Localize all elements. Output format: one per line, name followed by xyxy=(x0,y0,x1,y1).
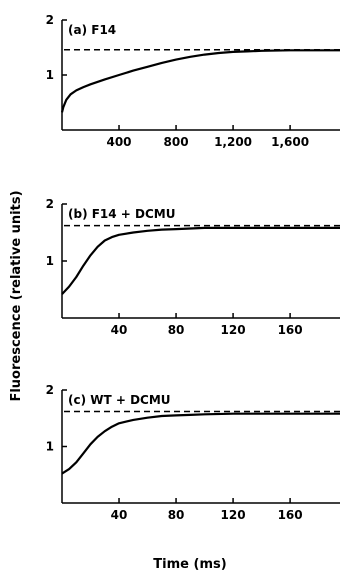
y-tick-label: 2 xyxy=(46,197,54,211)
x-tick-label: 800 xyxy=(164,135,189,149)
x-tick-label: 160 xyxy=(278,508,303,522)
panel-label: (a) F14 xyxy=(68,23,116,37)
x-axis-title: Time (ms) xyxy=(153,557,226,572)
fluorescence-curve xyxy=(60,49,340,113)
x-tick-label: 1,600 xyxy=(271,135,309,149)
x-tick-label: 120 xyxy=(221,508,246,522)
y-tick-label: 1 xyxy=(46,68,54,82)
y-tick-label: 2 xyxy=(46,383,54,397)
panel-2: 1 2 40 80 120 160 (b) F14 + DCMU xyxy=(46,197,340,337)
y-axis-title: Fluorescence (relative units) xyxy=(9,190,24,401)
x-tick-label: 40 xyxy=(111,508,128,522)
y-tick-label: 1 xyxy=(46,254,54,268)
panel-label: (c) WT + DCMU xyxy=(68,393,171,407)
x-tick-label: 160 xyxy=(278,323,303,337)
panel-3: 1 2 40 80 120 160 (c) WT + DCMU xyxy=(46,383,340,522)
x-tick-label: 80 xyxy=(168,323,185,337)
fluorescence-curve xyxy=(61,412,340,475)
x-tick-label: 400 xyxy=(106,135,131,149)
panel-1: 1 2 400 800 1,200 1,600 (a) F14 xyxy=(46,13,340,149)
fluorescence-curve xyxy=(61,226,340,295)
x-tick-label: 40 xyxy=(111,323,128,337)
y-tick-label: 1 xyxy=(46,440,54,454)
x-tick-label: 80 xyxy=(168,508,185,522)
y-tick-label: 2 xyxy=(46,13,54,27)
x-tick-label: 1,200 xyxy=(214,135,252,149)
panel-label: (b) F14 + DCMU xyxy=(68,207,176,221)
x-tick-label: 120 xyxy=(221,323,246,337)
